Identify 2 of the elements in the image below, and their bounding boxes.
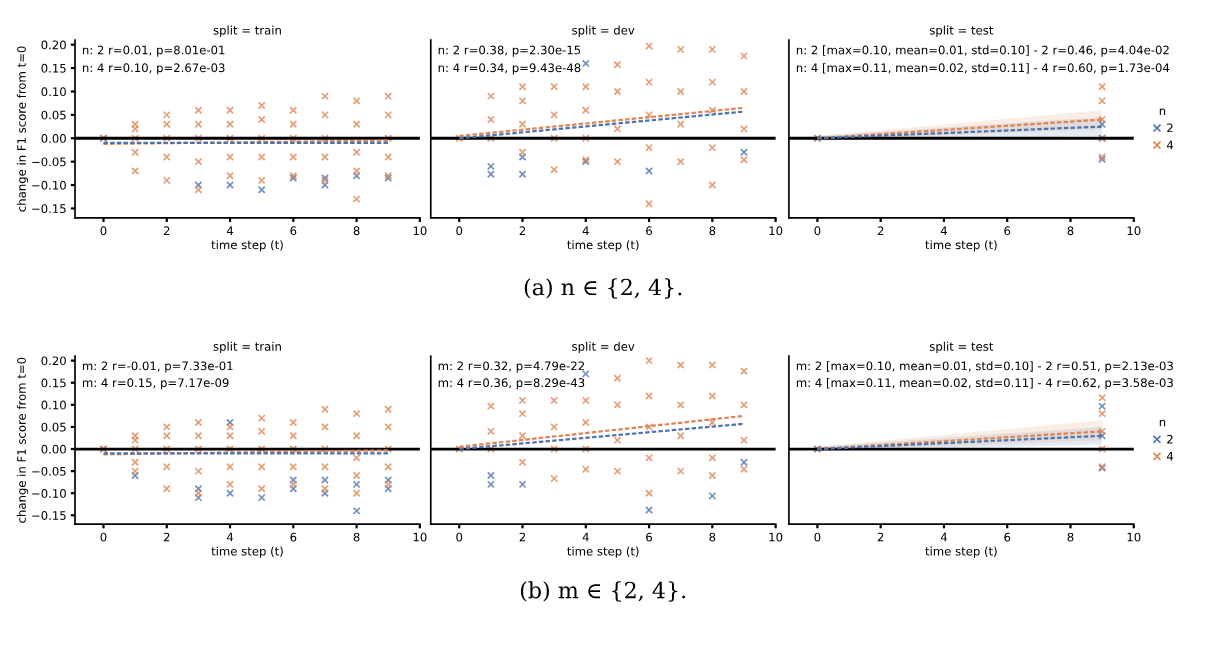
text: (a) n ∈ {2, 4}. <box>524 278 682 299</box>
text: (b) m ∈ {2, 4}. <box>520 581 686 602</box>
